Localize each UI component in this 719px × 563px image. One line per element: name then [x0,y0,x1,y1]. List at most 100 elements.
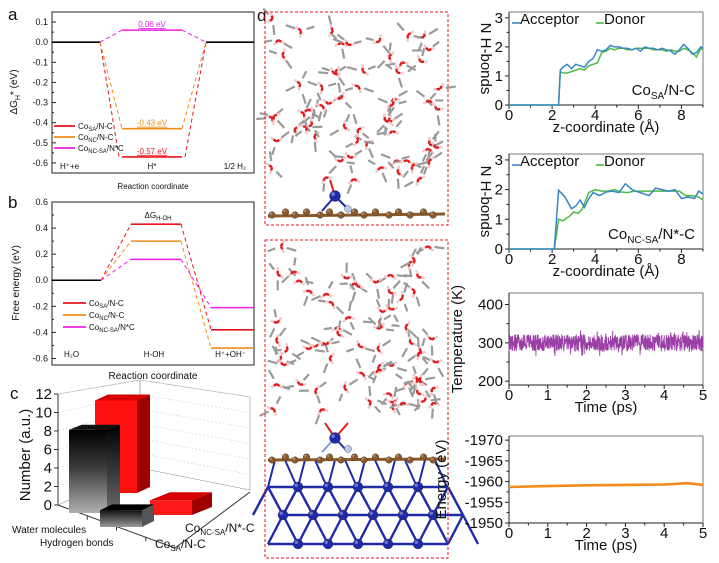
y-tick-label: 4 [44,460,52,477]
y-axis-label: N H-bonds [477,23,494,95]
oh-bond-h [402,384,407,389]
carbon-atom [395,453,402,461]
hydrogen-bond [327,15,333,26]
hydrogen-bond [380,153,391,160]
oh-bond-o [322,292,327,297]
annotation-tail: /N-C [664,82,695,99]
x-tick-label: 5 [699,525,707,542]
oh-bond-h [330,99,336,104]
oh-bond-h [416,356,420,361]
hydrogen-bond [300,339,311,346]
oh-bond-h [379,350,384,355]
hydrogen-bond [310,295,321,302]
cobalt-lattice-atom-highlight [309,511,313,515]
oh-bond-h [406,320,411,325]
legend-sub: NC [88,138,97,144]
oh-bond-o [346,154,351,159]
oh-bond-h [310,343,316,348]
x-axis-label: Reaction coordinate [117,182,189,191]
carbon-atom-highlight [421,209,424,212]
oh-bond-h [413,342,418,347]
x-tick-label: 4 [660,387,668,404]
carbon-atom-highlight [430,457,433,460]
panel-d-md-snapshots: d [251,6,480,559]
lattice-bond [311,514,330,545]
oh-bond-h [331,352,336,357]
oh-bond-o [306,289,310,293]
carbon-atom-highlight [283,454,286,457]
series-line-donor [509,188,704,250]
annotation-sub: NC-SA [627,235,658,246]
cobalt-lattice-atom-highlight [384,540,388,544]
state-label-intermediate: H* [148,162,157,171]
hydrogen-bond [351,272,356,281]
oh-bond-o [345,276,351,280]
hydrogen-bond [336,33,345,41]
snapshot-box-top [264,11,449,226]
oh-bond-h [297,109,302,113]
hydrogen-bond [421,357,429,365]
oh-bond-h [382,392,387,396]
oh-bond-o [438,85,443,90]
plot-marks: -0.57 eV -0.43 eV 0.06 eV [52,20,254,158]
oh-bond-o [321,105,325,110]
oh-bond-o [274,39,280,44]
oh-bond-o [328,300,333,304]
grid-line [139,453,251,475]
oh-bond-o [276,319,281,324]
y-axis-label: Energy (eV) [433,439,450,519]
hydrogen-bond [424,390,431,399]
oh-bond-h [363,376,367,381]
oh-bond-h [392,276,397,281]
bar-front [100,510,142,527]
oh-bond-h [390,395,395,401]
oh-bond-o [293,126,298,131]
oh-bond-o [354,282,359,287]
oh-bond-h [391,117,396,122]
oh-bond-h [430,155,435,161]
hydrogen-bond [393,386,398,397]
hydrogen-bond [377,399,388,406]
oh-bond-o [391,129,397,134]
oh-bond-o [272,408,277,413]
carbon-atom [385,211,393,219]
oh-bond-h [318,340,324,344]
y-tick-label: 0.2 [35,249,48,259]
state-label-initial: H⁺+e [60,162,80,171]
oh-bond-o [379,325,384,330]
oh-bond-o [435,360,440,364]
hydrogen-bond [331,340,340,345]
connector-left [99,42,123,129]
oh-bond-o [423,397,427,402]
hydrogen-bond [268,262,275,271]
hydrogen-bond [430,345,434,356]
oh-bond-o [322,177,327,182]
series-line-donor [509,47,704,106]
oh-bond-o [344,316,349,321]
cobalt-atom [329,432,341,444]
panel-label-c: c [10,384,19,403]
hydrogen-bond [430,408,434,419]
oh-bond-o [270,15,274,20]
y-tick-label: 0 [44,497,52,514]
oh-bond-h [395,396,400,401]
lattice-bond [266,486,285,516]
cobalt-lattice-atom [292,481,304,493]
cobalt-lattice-atom [412,538,424,550]
oh-bond-o [275,138,280,143]
oh-bond-h [393,360,398,366]
hydrogen-bond [395,373,403,380]
hydrogen-bond [285,24,296,30]
hydrogen-bond [377,97,388,104]
legend-main: Co [89,311,100,320]
carbon-atom [291,211,299,219]
oh-bond-h [430,46,436,51]
oh-bond-h [328,23,333,29]
oh-bond-h [345,389,351,394]
hydrogen-bond [352,113,358,125]
x-tick-label: 3 [621,525,629,542]
oh-bond-o [345,41,349,46]
x-tick-label: 2 [582,525,590,542]
oh-bond-o [375,40,380,44]
oh-bond-o [412,290,416,295]
